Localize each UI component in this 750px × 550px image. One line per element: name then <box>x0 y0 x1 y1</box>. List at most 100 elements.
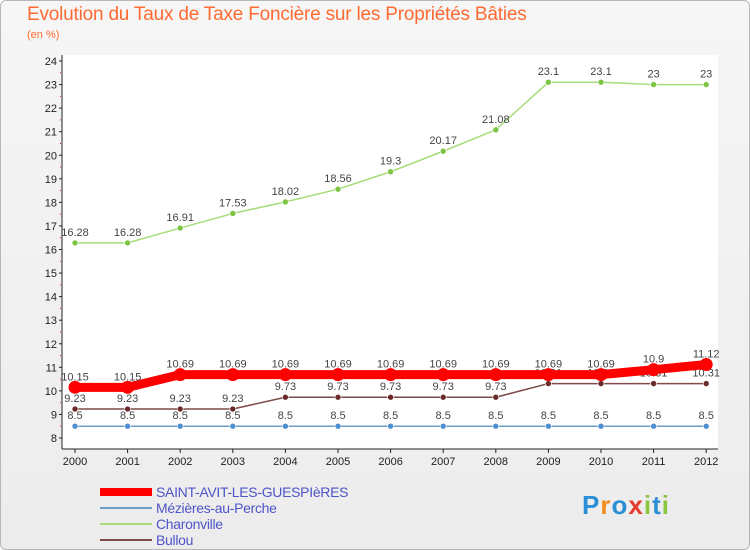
legend-swatch <box>100 539 152 541</box>
x-tick-label: 2006 <box>378 456 402 468</box>
x-tick-label: 2002 <box>168 456 192 468</box>
logo-letter: x <box>628 490 644 520</box>
logo-letter: i <box>661 490 670 520</box>
logo-letter: P <box>582 490 601 520</box>
series-point <box>176 405 184 413</box>
series-point <box>597 422 605 430</box>
y-tick-label: 9 <box>51 409 57 421</box>
series-point <box>334 393 342 401</box>
series-point <box>650 422 657 430</box>
y-tick-label: 10 <box>45 386 57 398</box>
y-tick-label: 19 <box>45 174 57 186</box>
series-point <box>124 422 131 430</box>
series-point <box>71 405 79 413</box>
series-point <box>387 422 394 430</box>
y-tick-label: 8 <box>51 433 57 445</box>
series-point <box>650 380 657 387</box>
series-point <box>439 393 447 401</box>
data-label: 8.5 <box>541 410 556 422</box>
x-tick-label: 2005 <box>326 456 350 468</box>
series-point <box>545 78 552 86</box>
series-point <box>387 168 394 176</box>
data-label: 16.91 <box>166 212 194 224</box>
data-label: 9.23 <box>169 393 190 405</box>
series-point <box>702 422 710 430</box>
x-tick-label: 2007 <box>431 456 455 468</box>
y-tick-label: 14 <box>45 292 57 304</box>
series-point <box>229 422 237 430</box>
data-label: 18.56 <box>324 173 352 185</box>
y-tick-label: 16 <box>45 245 57 257</box>
chart-title: Evolution du Taux de Taxe Foncière sur l… <box>27 4 527 25</box>
data-label: 9.23 <box>64 393 85 405</box>
series-point <box>278 368 292 382</box>
data-label: 21.08 <box>482 114 510 126</box>
data-label: 8.5 <box>699 410 714 422</box>
data-label: 10.69 <box>429 359 457 371</box>
data-label: 9.23 <box>117 393 138 405</box>
y-tick-label: 11 <box>46 362 57 374</box>
series-point <box>121 380 135 394</box>
data-label: 10.31 <box>692 368 720 380</box>
legend-swatch <box>100 523 152 525</box>
data-label: 16.28 <box>114 227 142 239</box>
data-label: 9.73 <box>380 381 401 393</box>
series-point <box>124 405 131 413</box>
series-point <box>702 81 710 88</box>
data-label: 10.69 <box>535 359 563 371</box>
data-label: 10.69 <box>219 359 247 371</box>
data-label: 23.1 <box>538 66 559 78</box>
data-label: 10.69 <box>324 359 352 371</box>
series-point <box>226 368 240 382</box>
data-label: 17.53 <box>219 197 247 209</box>
data-label: 10.69 <box>272 359 300 371</box>
series-point <box>439 147 447 155</box>
legend-label: Mézières-au-Perche <box>156 500 277 516</box>
series-point <box>331 368 345 382</box>
series-point <box>492 126 500 134</box>
logo-letter: o <box>611 490 629 520</box>
data-label: 23 <box>647 69 659 81</box>
data-label: 8.5 <box>173 410 188 422</box>
x-tick-label: 2003 <box>221 456 245 468</box>
x-tick-label: 2011 <box>642 456 666 468</box>
series-point <box>176 224 184 232</box>
data-label: 8.5 <box>383 410 398 422</box>
y-tick-label: 15 <box>45 268 57 280</box>
series-point <box>545 422 552 430</box>
data-label: 8.5 <box>646 410 661 422</box>
x-tick-label: 2012 <box>694 456 718 468</box>
y-tick-label: 12 <box>45 339 57 351</box>
data-label: 9.73 <box>275 381 296 393</box>
data-label: 8.5 <box>330 410 345 422</box>
series-point <box>650 81 657 88</box>
y-tick-label: 20 <box>45 150 57 162</box>
series-point <box>124 239 131 247</box>
data-label: 9.73 <box>432 381 453 393</box>
data-label: 8.5 <box>120 410 135 422</box>
data-label: 10.15 <box>114 371 142 383</box>
chart-subtitle: (en %) <box>27 29 60 41</box>
data-label: 18.02 <box>272 186 300 198</box>
data-label: 10.69 <box>482 359 510 371</box>
data-label: 8.5 <box>67 410 82 422</box>
data-label: 23 <box>700 69 712 81</box>
series-point <box>71 239 79 247</box>
logo-letter: t <box>652 490 662 520</box>
data-label: 9.23 <box>222 393 243 405</box>
y-tick-label: 22 <box>45 103 57 115</box>
series-point <box>282 393 289 401</box>
x-tick-label: 2008 <box>484 456 508 468</box>
series-point <box>334 185 342 193</box>
data-label: 10.69 <box>377 359 405 371</box>
data-label: 10.15 <box>61 371 89 383</box>
y-tick-label: 18 <box>45 197 57 209</box>
x-tick-label: 2009 <box>536 456 560 468</box>
data-label: 9.73 <box>327 381 348 393</box>
series-point <box>229 405 237 413</box>
data-label: 10.69 <box>166 359 194 371</box>
series-point <box>541 368 555 382</box>
series-point <box>597 78 605 86</box>
data-label: 8.5 <box>593 410 608 422</box>
